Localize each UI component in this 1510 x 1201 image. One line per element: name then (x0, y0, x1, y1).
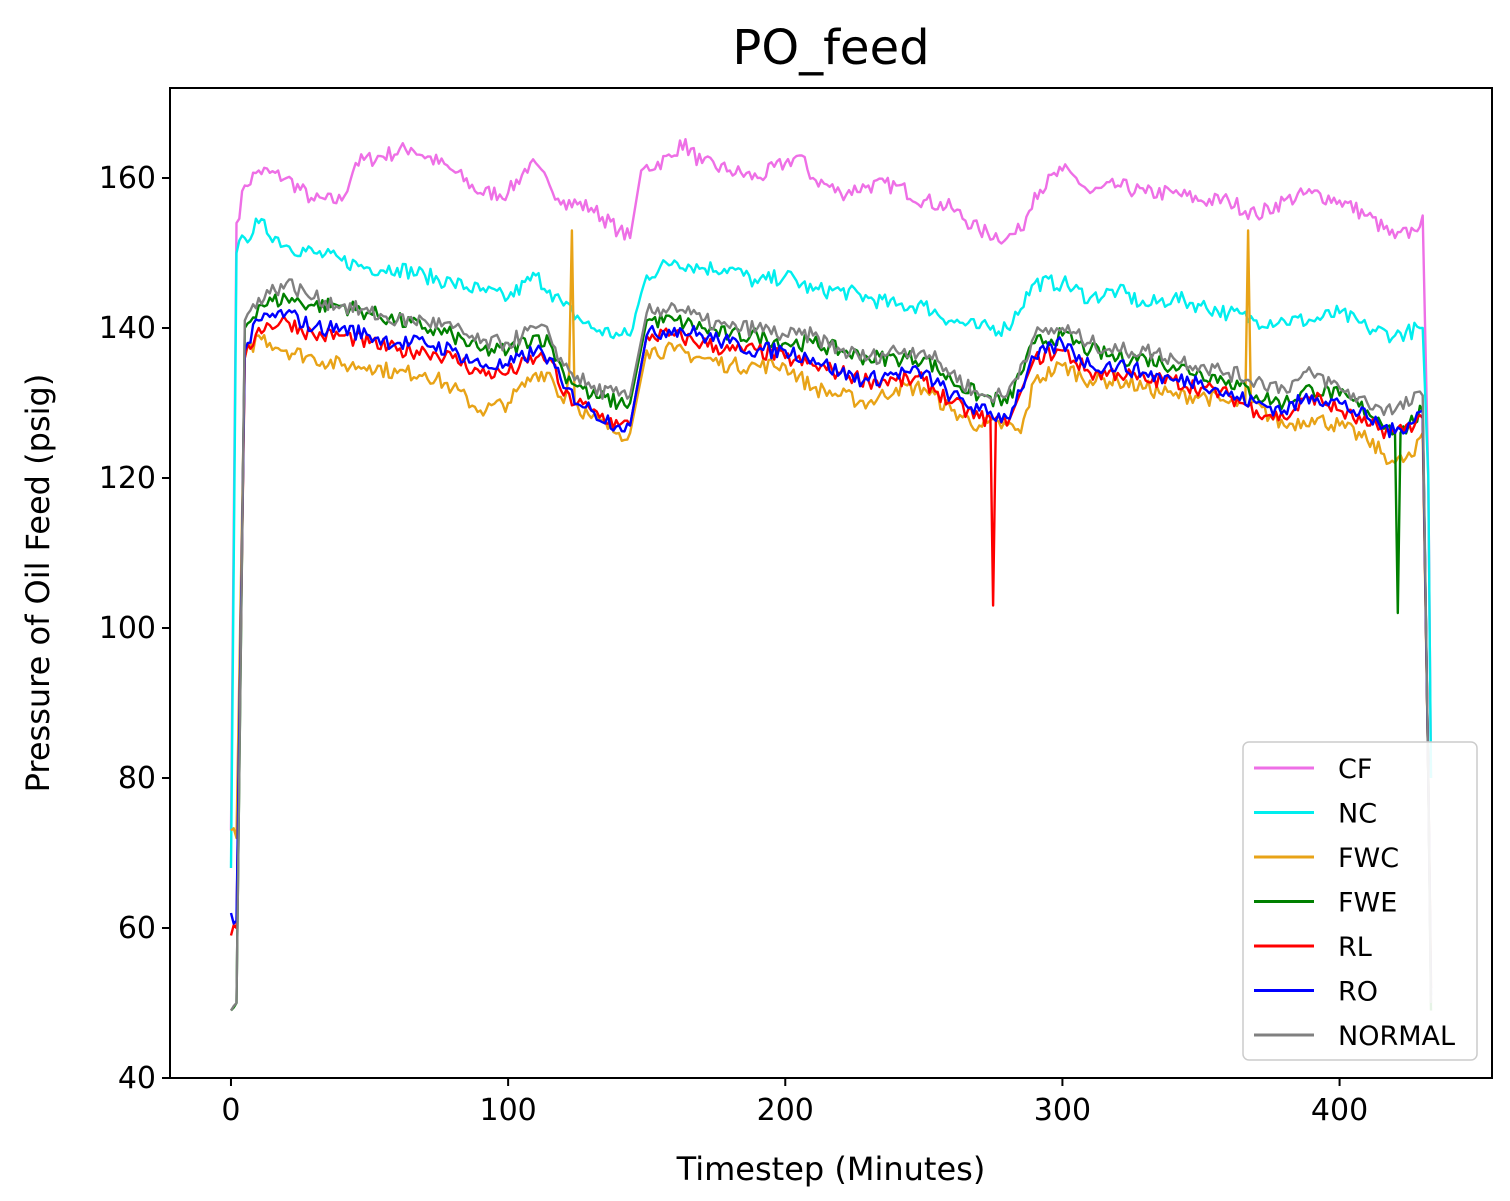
legend-label-normal: NORMAL (1338, 1021, 1455, 1052)
series-line-ro (229, 308, 1433, 996)
y-tick-label: 140 (99, 311, 156, 346)
y-tick-label: 160 (99, 161, 156, 196)
legend-box (1242, 741, 1478, 1061)
series-layer (229, 138, 1433, 1012)
legend-label-nc: NC (1338, 799, 1377, 830)
series-line-normal (229, 278, 1433, 1012)
ticks-layer: 0 100 200 300 400 40 60 80 100 120 140 160 (99, 161, 1368, 1128)
x-tick-label: 300 (1034, 1093, 1091, 1128)
chart-title: PO_feed (732, 20, 929, 76)
y-tick-label: 100 (99, 611, 156, 646)
x-axis-label: Timestep (Minutes) (676, 1150, 986, 1188)
y-tick-label: 60 (118, 911, 156, 946)
legend-label-cf: CF (1338, 754, 1372, 785)
y-axis-label: Pressure of Oil Feed (psig) (19, 374, 57, 793)
series-line-nc (229, 217, 1433, 869)
y-tick-label: 40 (118, 1061, 156, 1096)
x-tick-label: 100 (479, 1093, 536, 1128)
legend-label-ro: RO (1338, 977, 1378, 1008)
legend-label-fwc: FWC (1338, 843, 1399, 874)
legend: CF NC FWC FWE RL RO NORMAL (1242, 741, 1478, 1061)
x-tick-label: 200 (757, 1093, 814, 1128)
x-tick-label: 400 (1311, 1093, 1368, 1128)
series-line-fwe (230, 292, 1433, 1012)
legend-label-fwe: FWE (1338, 888, 1397, 919)
y-tick-label: 120 (99, 461, 156, 496)
x-tick-label: 0 (221, 1093, 240, 1128)
series-line-rl (229, 315, 1433, 989)
plot-frame (169, 87, 1493, 1079)
legend-label-rl: RL (1338, 932, 1372, 963)
legend-entries: CF NC FWC FWE RL RO NORMAL (1254, 754, 1455, 1052)
series-line-cf (229, 138, 1433, 831)
y-tick-label: 80 (118, 761, 156, 796)
